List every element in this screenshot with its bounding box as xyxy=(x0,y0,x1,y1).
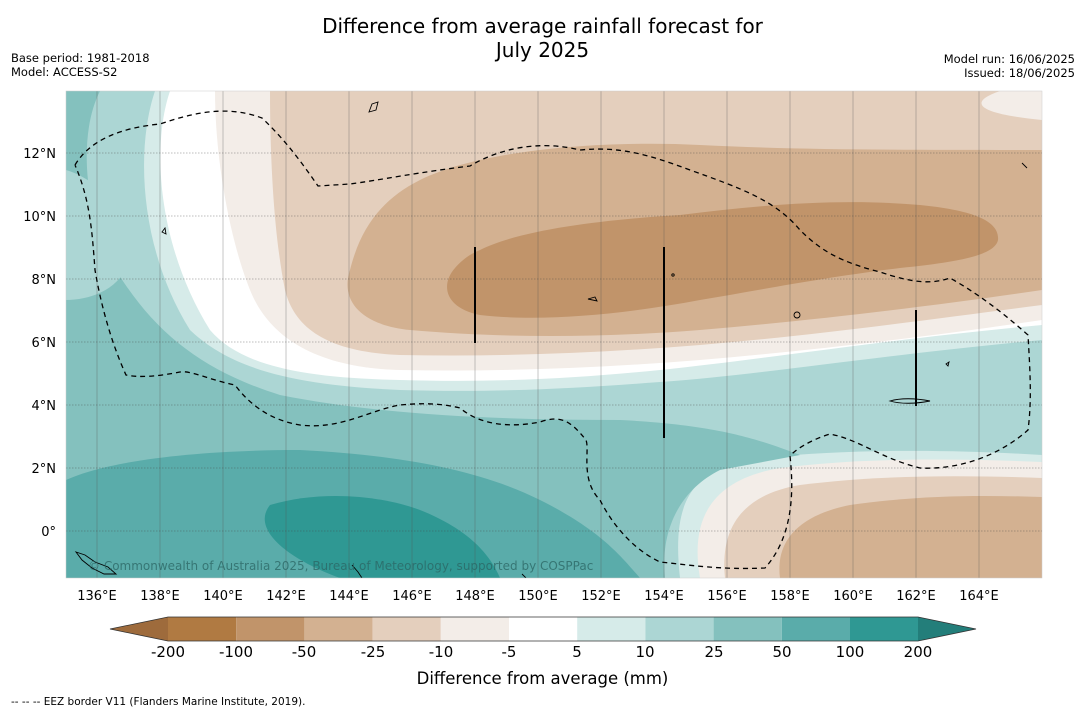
eez-footnote: -- -- -- EEZ border V11 (Flanders Marine… xyxy=(11,696,306,708)
colorbar-segment xyxy=(440,617,509,641)
colorbar-tick: -200 xyxy=(150,643,186,661)
lat-label: 6°N xyxy=(32,336,57,351)
colorbar-arrow-low xyxy=(110,617,168,641)
model-run: Model run: 16/06/2025 xyxy=(943,52,1075,66)
issued-date: Issued: 18/06/2025 xyxy=(964,66,1075,80)
lat-label: 2°N xyxy=(32,462,57,477)
lon-label: 164°E xyxy=(959,589,999,604)
colorbar-segment xyxy=(713,617,782,641)
lon-label: 136°E xyxy=(77,589,117,604)
colorbar-segment xyxy=(509,617,578,641)
lon-label: 138°E xyxy=(140,589,180,604)
meta-left: Base period: 1981-2018 Model: ACCESS-S2 xyxy=(11,51,150,79)
lat-axis-labels: 12°N 10°N 8°N 6°N 4°N 2°N 0° xyxy=(23,147,56,540)
colorbar-segment xyxy=(577,617,646,641)
colorbar-segment xyxy=(781,617,850,641)
latitude-lines xyxy=(66,152,1042,532)
colorbar-arrow-high xyxy=(918,617,976,641)
lon-label: 162°E xyxy=(896,589,936,604)
title-line-2: July 2025 xyxy=(495,38,590,62)
title-line-1: Difference from average rainfall forecas… xyxy=(322,14,763,38)
colorbar-tick: -50 xyxy=(291,643,317,661)
colorbar-tick: 50 xyxy=(772,643,792,661)
colorbar-tick: 10 xyxy=(635,643,655,661)
colorbar-tick: 5 xyxy=(572,643,582,661)
colorbar-tick: -25 xyxy=(360,643,386,661)
colorbar xyxy=(109,616,977,642)
meta-right: Model run: 16/06/2025 Issued: 18/06/2025 xyxy=(944,52,1075,80)
lat-label: 0° xyxy=(41,525,56,540)
lon-label: 158°E xyxy=(770,589,810,604)
copyright-watermark: © Commonwealth of Australia 2025, Bureau… xyxy=(88,559,593,573)
lon-label: 154°E xyxy=(644,589,684,604)
colorbar-segment xyxy=(236,617,305,641)
lon-label: 156°E xyxy=(707,589,747,604)
colorbar-tick: -5 xyxy=(501,643,517,661)
lat-label: 8°N xyxy=(32,273,57,288)
model-name: Model: ACCESS-S2 xyxy=(11,65,118,79)
colorbar-tick: 100 xyxy=(835,643,865,661)
lat-label: 12°N xyxy=(23,147,56,162)
lat-label: 4°N xyxy=(32,399,57,414)
lon-label: 144°E xyxy=(329,589,369,604)
colorbar-title: Difference from average (mm) xyxy=(416,669,669,688)
lat-label: 10°N xyxy=(23,210,56,225)
colorbar-tick: -10 xyxy=(428,643,454,661)
colorbar-segment xyxy=(304,617,373,641)
colorbar-tick: 25 xyxy=(704,643,724,661)
colorbar-segment xyxy=(645,617,714,641)
rainfall-anomaly-field: © Commonwealth of Australia 2025, Bureau… xyxy=(66,91,1042,578)
colorbar-segment xyxy=(168,617,237,641)
eez-borders xyxy=(74,110,1031,570)
marker-lines xyxy=(474,247,917,438)
lon-label: 148°E xyxy=(455,589,495,604)
coastlines xyxy=(74,101,1028,578)
colorbar-tick: -100 xyxy=(218,643,254,661)
lon-label: 140°E xyxy=(203,589,243,604)
lon-axis-labels: 136°E 138°E 140°E 142°E 144°E 146°E 148°… xyxy=(77,589,999,604)
map-frame xyxy=(65,90,1043,579)
base-period: Base period: 1981-2018 xyxy=(11,51,150,65)
colorbar-segment xyxy=(850,617,918,641)
graticule xyxy=(96,91,980,578)
lon-label: 146°E xyxy=(392,589,432,604)
map-title: Difference from average rainfall forecas… xyxy=(0,14,1085,62)
colorbar-tick: 200 xyxy=(903,643,933,661)
lon-label: 150°E xyxy=(518,589,558,604)
colorbar-segment xyxy=(372,617,441,641)
lon-label: 160°E xyxy=(833,589,873,604)
lon-label: 152°E xyxy=(581,589,621,604)
lon-label: 142°E xyxy=(266,589,306,604)
